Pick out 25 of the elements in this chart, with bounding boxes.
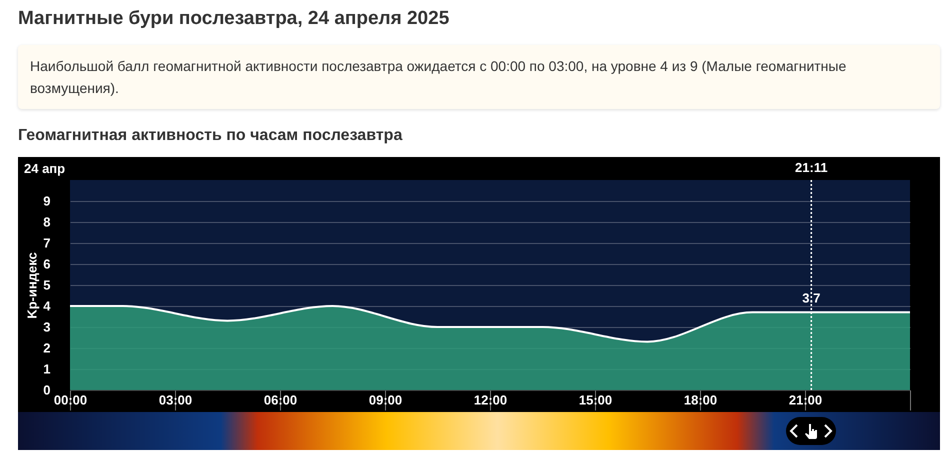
chart-title: Магнитные бури послезавтра, 24 апреля 2025	[18, 8, 450, 30]
y-tick-label: 0	[43, 382, 50, 398]
x-tick-label: 12:00	[474, 392, 508, 408]
y-tick-label: 2	[43, 340, 50, 356]
x-tick-label: 06:00	[264, 392, 298, 408]
x-tick-label: 09:00	[368, 392, 402, 408]
annotation: 3.7	[802, 290, 820, 306]
chart-subtitle: Геомагнитная активность по часам послезавтра	[18, 127, 402, 145]
text: Наибольшой балл геомагнитной активности послезавтра ожидается с 00:00 по 03:00, на уровне 4 из 9 (Малые геомагнитные возмущения).	[18, 45, 940, 109]
y-tick-label: 7	[43, 236, 50, 250]
y-tick-label: 6	[43, 256, 50, 272]
y-axis-title: Kp-индекс	[24, 252, 40, 319]
text: 24 апр	[24, 161, 66, 176]
ref-line-label: 21:11	[795, 160, 828, 175]
y-tick-label: 4	[43, 298, 52, 314]
y-tick-label: 1	[43, 362, 50, 376]
x-tick-label: 21:00	[788, 392, 822, 408]
y-tick-label: 5	[43, 278, 50, 292]
x-tick-label: 15:00	[578, 392, 612, 408]
x-tick-label: 18:00	[684, 392, 718, 408]
y-tick-label: 8	[43, 214, 50, 230]
x-tick-label: 00:00	[54, 392, 88, 408]
x-tick-label: 03:00	[158, 392, 192, 408]
y-tick-label: 3	[43, 320, 50, 334]
y-tick-label: 9	[43, 194, 50, 208]
